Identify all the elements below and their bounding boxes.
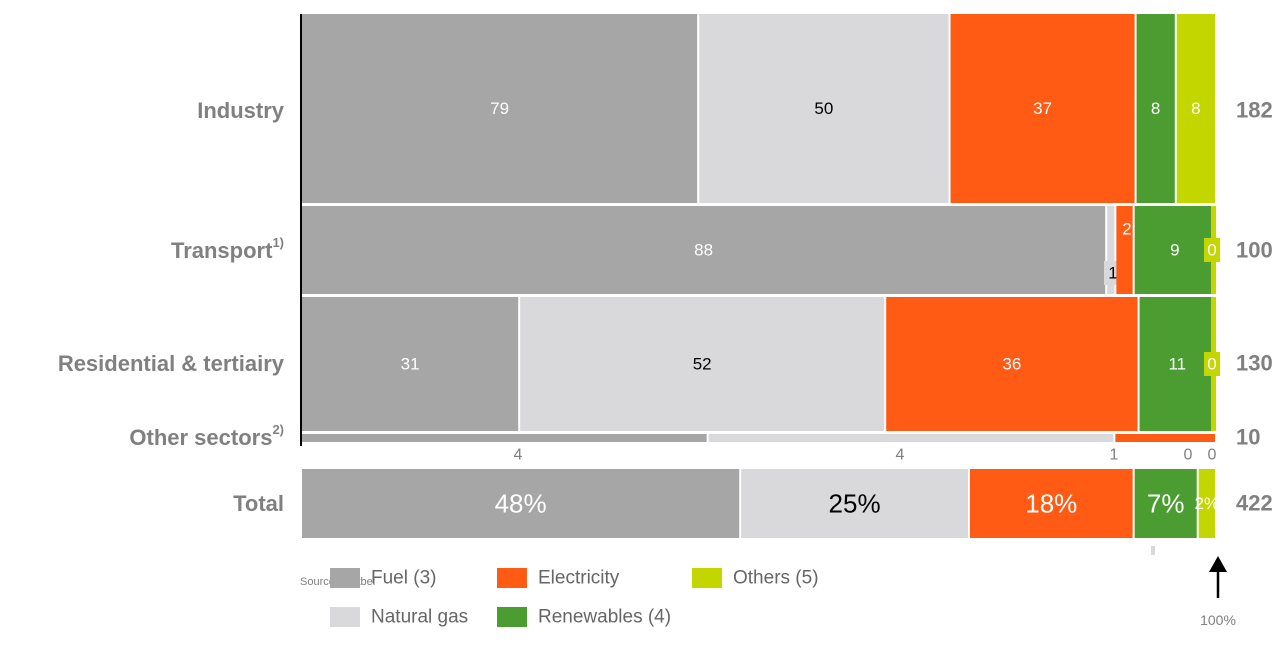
bar-residential-tertiairy-3 (1139, 297, 1215, 431)
category-label-4: Total (233, 491, 284, 516)
label-industry-3: 8 (1151, 99, 1160, 118)
bar-transport-1 (1107, 206, 1115, 294)
label-residential-tertiairy-0: 31 (401, 355, 420, 374)
bar-residential-tertiairy-0 (302, 297, 519, 431)
label-transport-3: 9 (1170, 241, 1179, 260)
label-other-sectors-3: 0 (1184, 447, 1193, 464)
row-total-0: 182 (1236, 98, 1273, 123)
label-industry-1: 50 (814, 99, 833, 118)
legend-swatch-1 (497, 568, 527, 588)
bar-other-sectors-1 (708, 434, 1114, 442)
bar-total-4 (1198, 469, 1215, 538)
bar-other-sectors-2 (1115, 434, 1215, 442)
label-transport-4: 0 (1207, 241, 1216, 260)
label-total-1: 25% (829, 489, 881, 519)
row-total-4: 422 (1236, 491, 1273, 516)
bar-residential-tertiairy-1 (520, 297, 885, 431)
label-transport-1: 1 (1108, 264, 1117, 283)
label-industry-4: 8 (1191, 99, 1200, 118)
label-residential-tertiairy-1: 52 (693, 355, 712, 374)
label-other-sectors-4: 0 (1208, 447, 1217, 464)
legend-swatch-2 (692, 568, 722, 588)
bar-other-sectors-0 (302, 434, 707, 442)
label-bg-transport-4 (1204, 238, 1220, 262)
legend-swatch-3 (330, 607, 360, 627)
label-residential-tertiairy-4: 0 (1207, 355, 1216, 374)
bar-total-1 (741, 469, 968, 538)
bar-transport-3 (1134, 206, 1215, 294)
arrow-head (1209, 556, 1227, 572)
bar-transport-0 (302, 206, 1106, 294)
label-total-4: 2% (1195, 494, 1220, 513)
label-total-0: 48% (495, 489, 547, 519)
label-total-2: 18% (1025, 489, 1077, 519)
bar-industry-0 (302, 14, 698, 203)
label-total-3: 7% (1147, 489, 1185, 519)
bar-industry-3 (1136, 14, 1175, 203)
category-label-0: Industry (197, 98, 285, 123)
row-total-2: 130 (1236, 351, 1273, 376)
legend-label-4: Renewables (4) (538, 607, 671, 628)
category-label-1: Transport1) (171, 235, 284, 263)
bar-total-0 (302, 469, 740, 538)
marker-label: 100% (1200, 612, 1236, 628)
bar-industry-2 (950, 14, 1135, 203)
category-label-2: Residential & tertiairy (58, 351, 285, 376)
label-industry-2: 37 (1033, 99, 1052, 118)
bar-total-2 (969, 469, 1133, 538)
legend-swatch-4 (497, 607, 527, 627)
legend-label-2: Others (5) (733, 568, 819, 589)
legend-label-0: Fuel (3) (371, 568, 436, 589)
bar-industry-4 (1176, 14, 1215, 203)
bar-residential-tertiairy-2 (886, 297, 1138, 431)
label-residential-tertiairy-3: 11 (1168, 355, 1186, 374)
label-other-sectors-2: 1 (1110, 447, 1119, 464)
legend-swatch-0 (330, 568, 360, 588)
label-other-sectors-0: 4 (514, 447, 523, 464)
label-bg-residential-tertiairy-4 (1204, 352, 1220, 376)
row-total-1: 100 (1236, 238, 1273, 263)
bar-transport-2 (1116, 206, 1133, 294)
row-total-3: 10 (1236, 425, 1260, 450)
bar-industry-1 (699, 14, 949, 203)
label-residential-tertiairy-2: 36 (1002, 355, 1021, 374)
label-industry-0: 79 (490, 99, 509, 118)
legend-label-1: Electricity (538, 568, 620, 589)
label-transport-0: 88 (694, 241, 713, 260)
label-other-sectors-1: 4 (896, 447, 905, 464)
legend-label-3: Natural gas (371, 607, 468, 628)
bar-total-3 (1134, 469, 1197, 538)
small-marker (1151, 546, 1155, 555)
label-transport-2: 2 (1122, 220, 1131, 239)
category-label-3: Other sectors2) (129, 422, 284, 450)
